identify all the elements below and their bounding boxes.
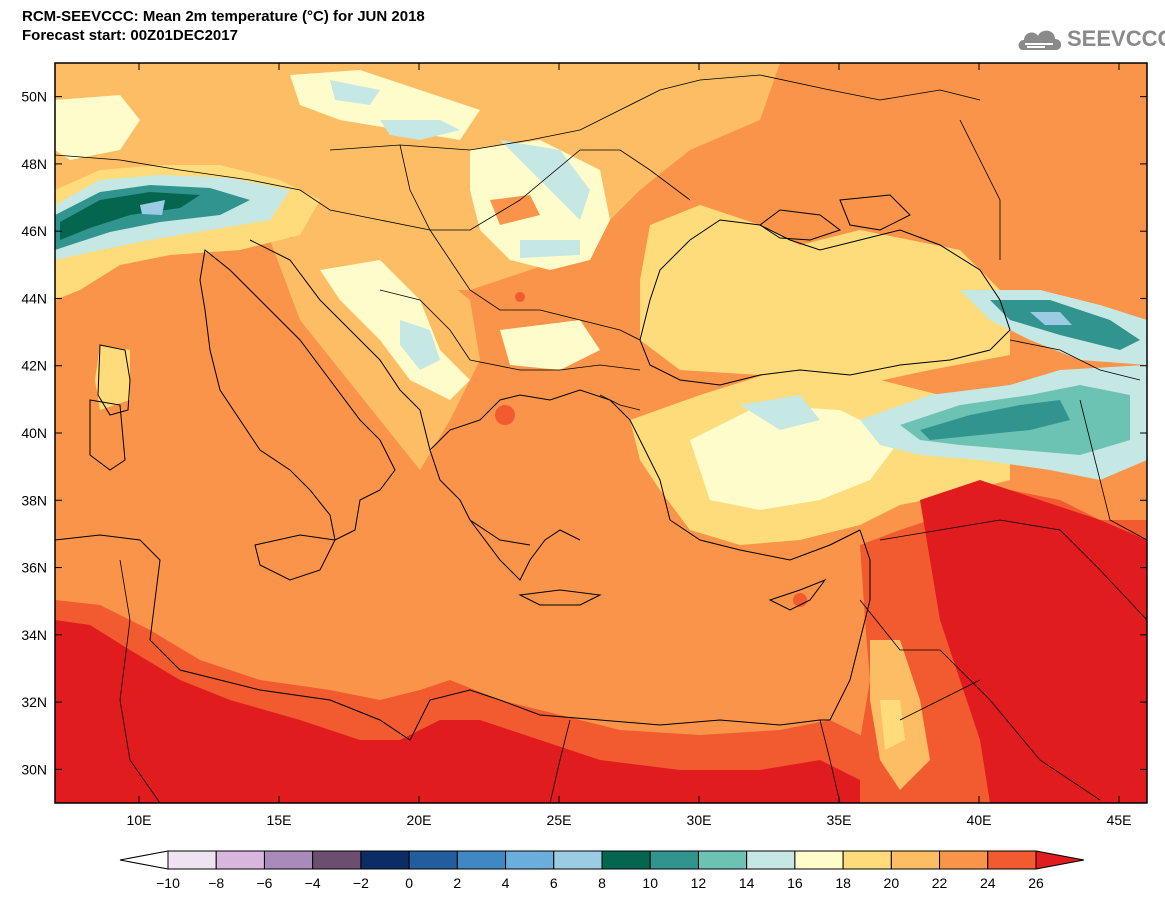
colorbar-swatch — [794, 850, 844, 870]
cloud-icon — [1018, 30, 1062, 50]
colorbar-label: 14 — [739, 875, 755, 891]
colorbar-label: −6 — [256, 875, 272, 891]
colorbar-swatch — [553, 850, 603, 870]
colorbar-label: 12 — [691, 875, 707, 891]
lat-label: 34N — [21, 627, 47, 643]
colorbar-label: 2 — [453, 875, 461, 891]
colorbar-swatch — [167, 850, 217, 870]
colorbar-swatch — [697, 850, 748, 870]
colorbar: −10 −8 −6 −4 −2 0 2 4 6 8 10 12 14 16 18 20 22 24 26 — [119, 850, 1085, 891]
longitude-axis: 10E 15E 20E 25E 30E 35E 40E 45E — [127, 63, 1132, 828]
colorbar-swatch — [987, 850, 1037, 870]
lat-label: 36N — [21, 560, 47, 576]
colorbar-swatch — [649, 850, 699, 870]
colorbar-label: 8 — [598, 875, 606, 891]
colorbar-label: 4 — [502, 875, 510, 891]
latitude-axis: 50N 48N 46N 44N 42N 40N 38N 36N 34N 32N 30N — [21, 89, 1147, 777]
colorbar-swatch — [408, 850, 458, 870]
map-title: RCM-SEEVCCC: Mean 2m temperature (°C) fo… — [22, 8, 425, 25]
temperature-field — [55, 63, 1147, 803]
colorbar-swatch — [456, 850, 507, 870]
lon-label: 15E — [267, 812, 292, 828]
colorbar-label: 22 — [932, 875, 948, 891]
colorbar-label: 6 — [550, 875, 558, 891]
colorbar-swatch — [312, 850, 362, 870]
colorbar-min-arrow — [119, 850, 169, 870]
colorbar-label: 10 — [642, 875, 658, 891]
colorbar-label: −2 — [353, 875, 369, 891]
lon-label: 40E — [967, 812, 992, 828]
colorbar-swatch — [505, 850, 555, 870]
lat-label: 48N — [21, 156, 47, 172]
lon-label: 10E — [127, 812, 152, 828]
lat-label: 32N — [21, 694, 47, 710]
colorbar-swatch — [360, 850, 410, 870]
colorbar-label: −8 — [208, 875, 224, 891]
lat-label: 38N — [21, 492, 47, 508]
lat-label: 46N — [21, 223, 47, 239]
seevccc-logo: SEEVCCC — [1015, 22, 1165, 56]
lat-label: 44N — [21, 290, 47, 306]
lat-label: 40N — [21, 425, 47, 441]
lat-label: 42N — [21, 358, 47, 374]
colorbar-max-arrow — [1035, 850, 1085, 870]
colorbar-swatch — [215, 850, 265, 870]
colorbar-swatch — [746, 850, 796, 870]
coastlines — [55, 74, 1147, 803]
colorbar-swatch — [939, 850, 989, 870]
colorbar-label: 24 — [980, 875, 996, 891]
colorbar-label: −4 — [305, 875, 321, 891]
colorbar-label: 26 — [1028, 875, 1044, 891]
colorbar-label: 16 — [787, 875, 803, 891]
colorbar-label: 20 — [884, 875, 900, 891]
colorbar-swatch — [890, 850, 941, 870]
forecast-start-label: Forecast start: 00Z01DEC2017 — [22, 27, 238, 44]
lat-label: 30N — [21, 761, 47, 777]
colorbar-label: 18 — [835, 875, 851, 891]
lon-label: 20E — [407, 812, 432, 828]
colorbar-label: 0 — [405, 875, 413, 891]
lat-label: 50N — [21, 89, 47, 105]
lon-label: 45E — [1107, 812, 1132, 828]
colorbar-label: −10 — [156, 875, 180, 891]
lon-label: 25E — [547, 812, 572, 828]
colorbar-swatch — [263, 850, 314, 870]
lon-label: 30E — [687, 812, 712, 828]
colorbar-swatch — [601, 850, 651, 870]
logo-text: SEEVCCC — [1067, 26, 1165, 51]
lon-label: 35E — [827, 812, 852, 828]
colorbar-swatch — [842, 850, 892, 870]
